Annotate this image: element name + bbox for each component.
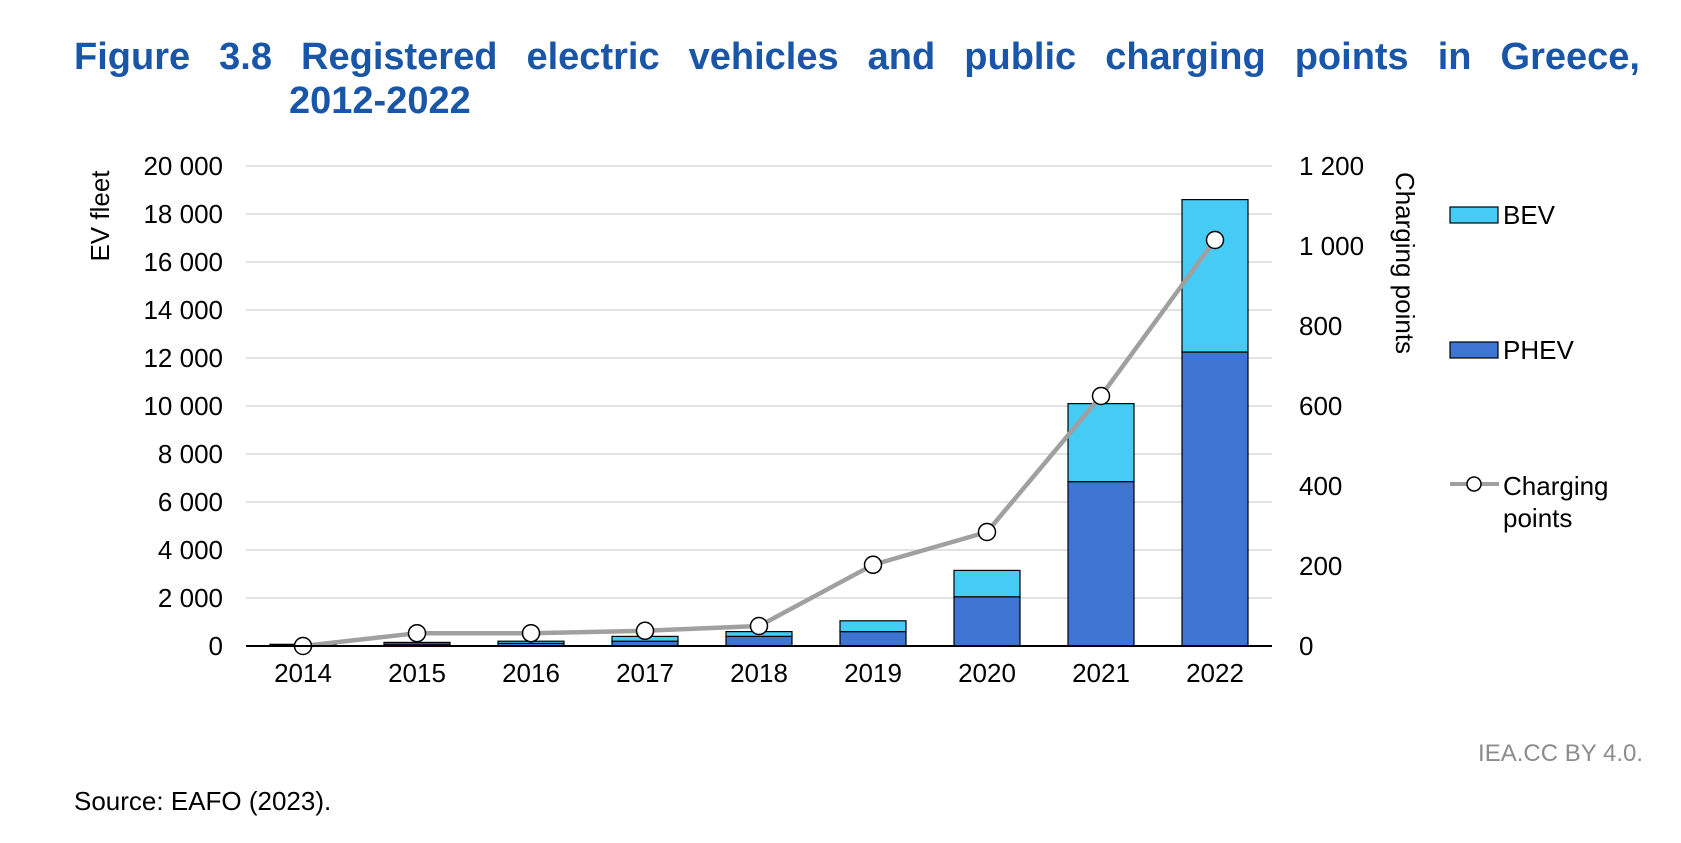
y-tick-label: 4 000 bbox=[158, 535, 223, 565]
figure-title-line1: Figure 3.8 Registered electric vehicles … bbox=[74, 36, 1640, 78]
y-tick-label: 0 bbox=[209, 631, 223, 661]
y-tick-label: 8 000 bbox=[158, 439, 223, 469]
y2-tick-label: 400 bbox=[1299, 471, 1342, 501]
y-tick-label: 12 000 bbox=[143, 343, 223, 373]
bar-phev bbox=[725, 635, 793, 647]
legend-charging-label-line2: points bbox=[1503, 503, 1572, 533]
bar-phev bbox=[1067, 481, 1135, 647]
x-tick-label: 2016 bbox=[502, 658, 560, 688]
legend-bev-swatch bbox=[1449, 206, 1499, 224]
y-tick-label: 20 000 bbox=[143, 151, 223, 181]
charging-point-marker bbox=[1205, 230, 1225, 250]
charging-point-marker bbox=[749, 616, 769, 636]
y2-tick-label: 200 bbox=[1299, 551, 1342, 581]
bar-bev bbox=[839, 620, 907, 633]
bar-phev bbox=[1181, 351, 1249, 647]
axes: 0 2 000 4 000 6 000 8 000 10 000 12 000 14 000 1… bbox=[143, 151, 1364, 688]
charging-point-marker bbox=[521, 623, 541, 643]
figure-title-line2: 2012-2022 bbox=[289, 80, 471, 122]
bar-bev bbox=[1067, 403, 1135, 483]
y2-axis-label: Charging points bbox=[1390, 172, 1420, 354]
bars bbox=[269, 199, 1249, 647]
legend: BEV PHEV Charging points bbox=[1449, 200, 1609, 533]
y-axis-label: EV fleet bbox=[85, 170, 115, 262]
legend-charging-label-line1: Charging bbox=[1503, 471, 1609, 501]
x-tick-label: 2019 bbox=[844, 658, 902, 688]
bar-bev bbox=[953, 569, 1021, 598]
x-tick-label: 2022 bbox=[1186, 658, 1244, 688]
y-tick-label: 16 000 bbox=[143, 247, 223, 277]
y-tick-label: 10 000 bbox=[143, 391, 223, 421]
charging-point-marker bbox=[1091, 386, 1111, 406]
y-tick-label: 14 000 bbox=[143, 295, 223, 325]
legend-charging-marker bbox=[1466, 476, 1482, 492]
x-tick-label: 2021 bbox=[1072, 658, 1130, 688]
legend-phev-swatch bbox=[1449, 341, 1499, 359]
y-tick-label: 6 000 bbox=[158, 487, 223, 517]
source-note: Source: EAFO (2023). bbox=[74, 786, 332, 816]
bar-bev bbox=[383, 641, 451, 645]
y2-tick-label: 1 000 bbox=[1299, 231, 1364, 261]
x-tick-label: 2020 bbox=[958, 658, 1016, 688]
y2-tick-label: 800 bbox=[1299, 311, 1342, 341]
bar-phev bbox=[953, 596, 1021, 647]
bar-phev bbox=[839, 630, 907, 647]
legend-phev-label: PHEV bbox=[1503, 335, 1574, 365]
y-tick-label: 2 000 bbox=[158, 583, 223, 613]
y-tick-label: 18 000 bbox=[143, 199, 223, 229]
legend-bev-label: BEV bbox=[1503, 200, 1556, 230]
x-tick-label: 2014 bbox=[274, 658, 332, 688]
x-tick-label: 2018 bbox=[730, 658, 788, 688]
bar-bev bbox=[1181, 199, 1249, 353]
charging-point-marker bbox=[407, 623, 427, 643]
charging-point-marker bbox=[635, 621, 655, 641]
license-credit: IEA.CC BY 4.0. bbox=[1478, 740, 1643, 767]
y2-tick-label: 1 200 bbox=[1299, 151, 1364, 181]
charging-point-marker bbox=[863, 555, 883, 575]
y2-tick-label: 600 bbox=[1299, 391, 1342, 421]
x-tick-label: 2015 bbox=[388, 658, 446, 688]
y2-tick-label: 0 bbox=[1299, 631, 1313, 661]
x-tick-label: 2017 bbox=[616, 658, 674, 688]
charging-point-marker bbox=[977, 522, 997, 542]
